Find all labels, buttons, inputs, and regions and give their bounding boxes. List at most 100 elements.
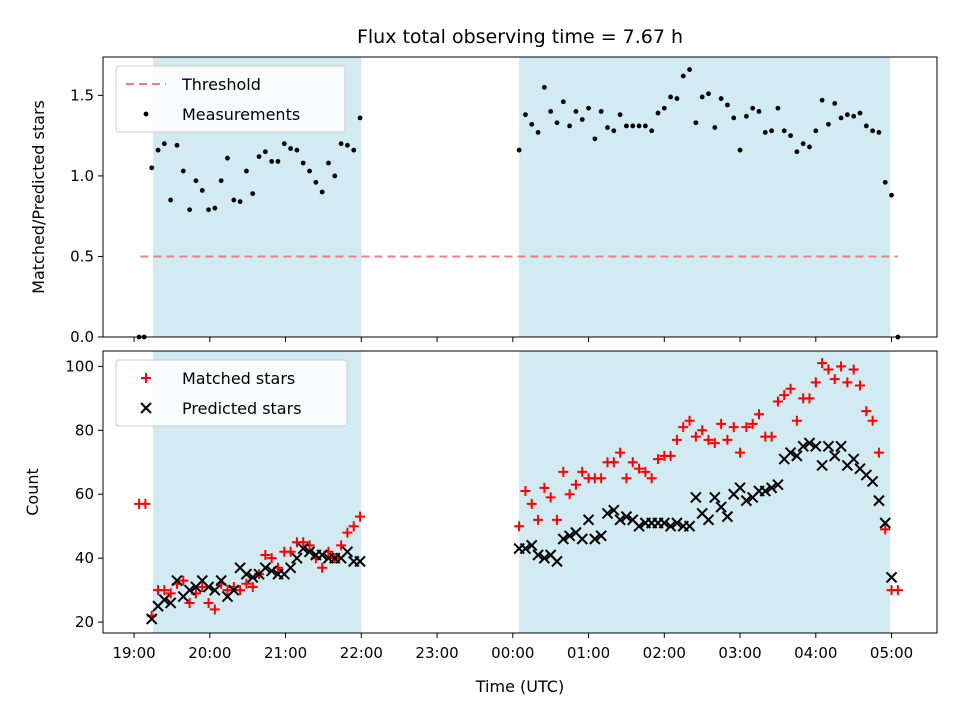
measurement-point <box>813 128 819 134</box>
measurement-point <box>237 199 243 205</box>
measurement-point <box>826 121 831 127</box>
predicted-star-point <box>240 568 253 580</box>
matched-star-point <box>785 383 796 394</box>
measurement-point <box>781 128 787 134</box>
predicted-star-point <box>164 597 177 609</box>
measurement-point <box>231 197 237 203</box>
predicted-star-point <box>664 520 677 532</box>
measurement-point <box>592 136 598 142</box>
measurement-point <box>155 147 161 153</box>
predicted-star-point <box>810 440 822 452</box>
x-tick-label: 20:00 <box>188 644 231 662</box>
matched-star-point <box>615 447 626 458</box>
predicted-star-point <box>538 552 551 564</box>
predicted-star-point <box>658 517 671 529</box>
matched-star-point <box>652 454 663 465</box>
y-tick-label: 80 <box>75 421 94 439</box>
measurement-point <box>586 105 591 111</box>
measurement-point <box>523 112 528 118</box>
matched-star-point <box>577 466 588 477</box>
measurement-point <box>262 149 268 155</box>
measurement-point <box>832 100 838 106</box>
measurement-point <box>756 109 762 114</box>
x-axis-label: Time (UTC) <box>475 677 564 696</box>
predicted-star-point <box>683 520 696 532</box>
x-tick-label: 04:00 <box>794 644 837 662</box>
predicted-star-point <box>576 533 588 545</box>
measurement-point <box>775 105 781 111</box>
measurement-point <box>573 109 579 114</box>
predicted-star-point <box>589 533 601 545</box>
x-tick-label: 01:00 <box>567 644 610 662</box>
measurement-point <box>737 147 743 153</box>
matched-star-point <box>810 377 821 388</box>
measurement-point <box>750 105 756 111</box>
matched-star-point <box>526 498 537 509</box>
measurement-point <box>725 102 730 108</box>
matched-star-point <box>842 377 853 388</box>
matched-star-point <box>684 415 695 426</box>
matched-star-point <box>640 466 651 477</box>
predicted-star-point <box>765 482 778 494</box>
measurement-point <box>674 96 680 101</box>
measurement-point <box>851 113 857 119</box>
measurement-point <box>579 117 585 122</box>
measurement-point <box>174 142 180 148</box>
measurement-point <box>687 67 692 72</box>
predicted-star-point <box>715 501 727 513</box>
measurement-point <box>351 147 357 153</box>
axes-frame <box>102 350 938 634</box>
predicted-star-point <box>519 542 532 555</box>
matched-star-point <box>184 597 195 608</box>
predicted-star-point <box>171 574 183 587</box>
measurement-point <box>870 128 876 134</box>
measurement-point <box>889 192 894 198</box>
measurement-point <box>624 123 629 129</box>
matched-star-point <box>165 588 176 599</box>
predicted-star-point <box>620 510 633 523</box>
predicted-star-point <box>803 437 816 449</box>
predicted-star-point <box>791 450 803 462</box>
matched-star-point <box>520 486 531 497</box>
measurement-point <box>193 178 199 184</box>
matched-star-point <box>747 418 758 429</box>
matched-star-point <box>753 409 764 420</box>
measurement-point <box>281 141 287 147</box>
measurement-point <box>611 128 617 134</box>
predicted-star-point <box>759 485 772 497</box>
predicted-star-point <box>215 574 227 587</box>
measurement-point <box>541 84 547 90</box>
measurement-point <box>655 110 661 116</box>
matched-star-point <box>873 447 884 458</box>
predicted-star-point <box>772 478 784 491</box>
measurement-point <box>661 105 667 111</box>
predicted-star-point <box>563 530 576 542</box>
predicted-star-point <box>532 549 544 561</box>
measurement-point <box>788 133 793 139</box>
predicted-star-point <box>816 459 828 472</box>
measurement-point <box>250 191 256 197</box>
y-tick-label: 100 <box>65 357 94 375</box>
predicted-star-point <box>866 475 879 488</box>
measurement-point <box>560 99 566 105</box>
measurement-point <box>345 142 350 148</box>
matched-star-point <box>140 498 151 509</box>
legend: Threshold Measurements <box>115 65 346 133</box>
matched-star-point <box>880 524 891 535</box>
measurement-point <box>605 125 610 130</box>
measurement-point <box>294 147 300 153</box>
matched-star-point <box>892 585 903 596</box>
predicted-star-point <box>835 440 847 452</box>
measurement-point <box>326 160 331 166</box>
matched-star-point <box>728 422 739 433</box>
measurement-point <box>680 73 686 79</box>
predicted-star-point <box>341 546 354 558</box>
x-tick-label: 23:00 <box>415 644 458 662</box>
y-tick-label: 0.0 <box>70 328 94 346</box>
measurement-point <box>535 129 541 135</box>
matched-star-point <box>697 425 708 436</box>
legend-label: Measurements <box>182 105 300 124</box>
matched-star-point <box>514 521 525 532</box>
measurement-point <box>769 128 775 134</box>
predicted-star-point <box>797 440 809 452</box>
